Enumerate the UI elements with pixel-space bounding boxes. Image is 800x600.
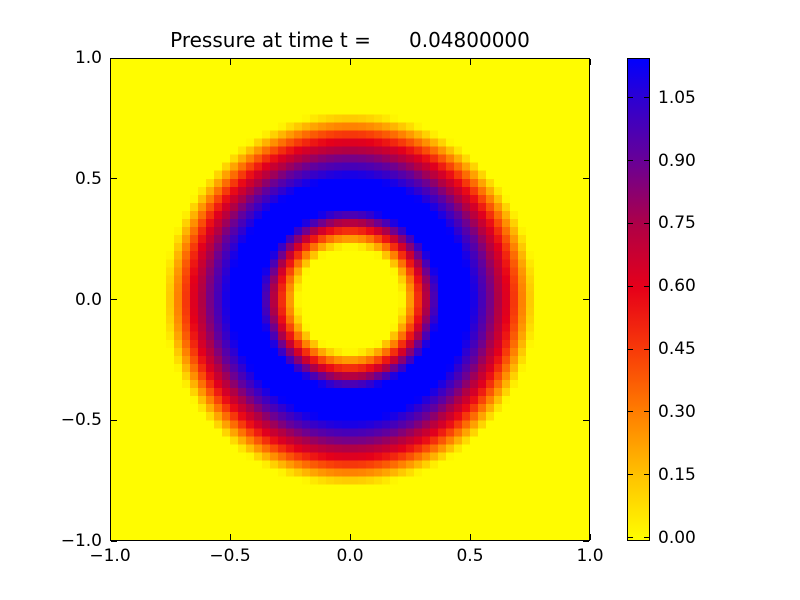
y-tick-label: 1.0 bbox=[74, 48, 102, 68]
y-tick-mark-right bbox=[583, 178, 589, 180]
colorbar-tick-label: 0.30 bbox=[658, 401, 696, 422]
y-tick-label: 0.5 bbox=[74, 168, 102, 189]
colorbar-tick-mark-left bbox=[628, 160, 633, 162]
colorbar-tick-mark bbox=[644, 285, 649, 287]
x-tick-mark bbox=[469, 534, 471, 540]
x-tick-mark-top bbox=[229, 59, 231, 65]
colorbar-tick-label: 0.00 bbox=[658, 527, 696, 548]
y-tick-label: 0.0 bbox=[74, 289, 102, 310]
y-tick-mark-right bbox=[583, 540, 589, 542]
x-tick-mark-top bbox=[589, 59, 591, 65]
colorbar-tick-mark bbox=[644, 222, 649, 224]
y-tick-mark bbox=[111, 419, 117, 421]
x-tick-mark bbox=[349, 534, 351, 540]
y-tick-label: −0.5 bbox=[60, 410, 102, 431]
colorbar-gradient bbox=[627, 58, 650, 541]
y-tick-mark-right bbox=[583, 57, 589, 59]
x-tick-mark-top bbox=[469, 59, 471, 65]
colorbar-tick-mark bbox=[644, 97, 649, 99]
colorbar-tick-mark-left bbox=[628, 285, 633, 287]
x-tick-mark bbox=[589, 534, 591, 540]
x-tick-mark bbox=[109, 534, 111, 540]
y-tick-mark bbox=[111, 178, 117, 180]
x-tick-label: −0.5 bbox=[209, 546, 251, 566]
colorbar-tick-label: 0.15 bbox=[658, 464, 696, 485]
heatmap-canvas bbox=[110, 58, 590, 541]
y-tick-label: −1.0 bbox=[60, 531, 102, 551]
y-tick-mark-right bbox=[583, 419, 589, 421]
colorbar-tick-mark bbox=[644, 537, 649, 539]
x-tick-mark-top bbox=[109, 59, 111, 65]
colorbar-tick-mark-left bbox=[628, 222, 633, 224]
x-tick-label: 1.0 bbox=[576, 546, 604, 566]
colorbar-tick-mark bbox=[644, 348, 649, 350]
colorbar-tick-mark bbox=[644, 160, 649, 162]
x-tick-mark-top bbox=[349, 59, 351, 65]
colorbar-tick-mark-left bbox=[628, 348, 633, 350]
colorbar-tick-mark bbox=[644, 411, 649, 413]
colorbar-tick-label: 0.90 bbox=[658, 150, 696, 171]
colorbar-tick-label: 1.05 bbox=[658, 87, 696, 108]
colorbar-tick-mark bbox=[644, 474, 649, 476]
y-tick-mark bbox=[111, 57, 117, 59]
plot-title: Pressure at time t = 0.04800000 bbox=[170, 28, 530, 52]
y-tick-mark-right bbox=[583, 299, 589, 300]
colorbar-tick-label: 0.75 bbox=[658, 213, 696, 234]
x-tick-label: −1.0 bbox=[89, 546, 131, 566]
y-tick-mark bbox=[111, 540, 117, 542]
x-tick-mark bbox=[229, 534, 231, 540]
y-tick-mark bbox=[111, 299, 117, 300]
colorbar-tick-label: 0.60 bbox=[658, 276, 696, 297]
colorbar-tick-label: 0.45 bbox=[658, 339, 696, 360]
colorbar-tick-mark-left bbox=[628, 97, 633, 99]
colorbar-tick-mark-left bbox=[628, 537, 633, 539]
colorbar-tick-mark-left bbox=[628, 411, 633, 413]
x-tick-label: 0.5 bbox=[456, 546, 484, 566]
colorbar-tick-mark-left bbox=[628, 474, 633, 476]
x-tick-label: 0.0 bbox=[336, 546, 364, 566]
